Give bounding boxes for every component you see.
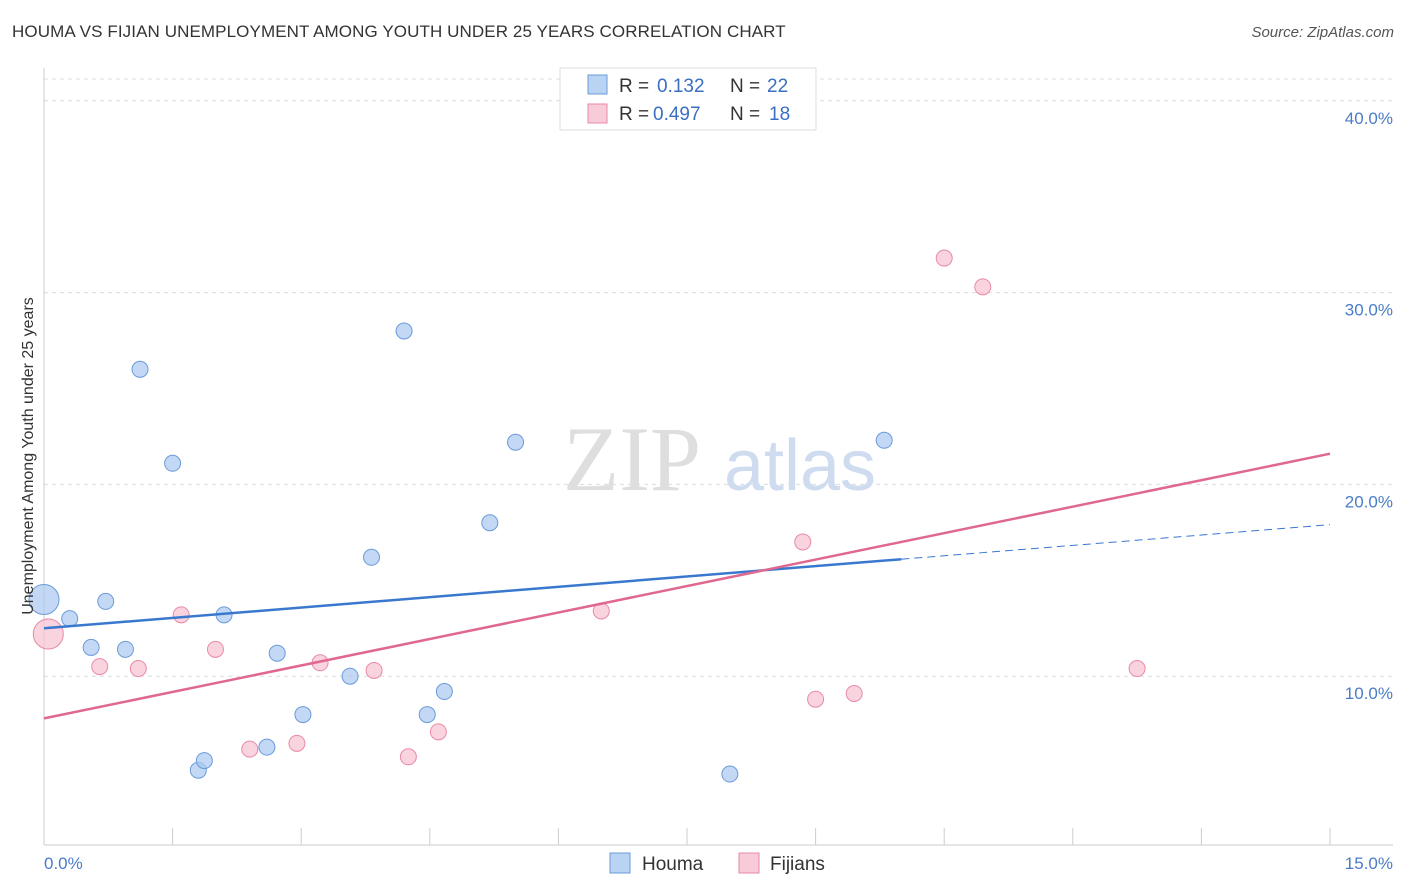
houma-point xyxy=(61,610,79,628)
legend-r-label-fijians: R = xyxy=(619,104,649,125)
fijians-point xyxy=(91,658,109,676)
fijians-point xyxy=(365,661,383,679)
houma-trend-extension xyxy=(901,524,1331,560)
fijians-point xyxy=(32,618,64,650)
axes xyxy=(43,68,1393,846)
watermark: ZIP atlas xyxy=(563,408,876,510)
fijians-point xyxy=(807,690,825,708)
fijians-point xyxy=(935,249,953,267)
fijians-point xyxy=(974,278,992,296)
bottom-legend-fijians: Fijians xyxy=(770,854,825,875)
tick-labels: 10.0% 20.0% 30.0% 40.0% 0.0% 15.0% xyxy=(44,109,1393,873)
houma-point xyxy=(507,433,525,451)
legend-n-value-fijians: 18 xyxy=(769,104,790,125)
houma-point xyxy=(418,706,436,724)
source-label: Source: ZipAtlas.com xyxy=(1251,24,1394,41)
legend-r-value-fijians: 0.497 xyxy=(653,104,701,125)
legend-r-value-houma: 0.132 xyxy=(657,76,705,97)
fijians-point xyxy=(241,740,259,758)
top-legend: R = 0.132 N = 22 R = 0.497 N = 18 xyxy=(559,67,817,131)
houma-point xyxy=(164,454,182,472)
houma-point xyxy=(116,640,134,658)
fijians-point xyxy=(172,606,190,624)
houma-point xyxy=(97,592,115,610)
watermark-atlas: atlas xyxy=(724,426,876,506)
y-tick-label: 30.0% xyxy=(1345,301,1393,320)
houma-point xyxy=(875,431,893,449)
chart-title: HOUMA VS FIJIAN UNEMPLOYMENT AMONG YOUTH… xyxy=(12,22,786,41)
legend-n-value-houma: 22 xyxy=(767,76,788,97)
bottom-legend-swatch-fijians xyxy=(738,852,760,874)
houma-point xyxy=(341,667,359,685)
houma-point xyxy=(258,738,276,756)
bottom-legend-houma: Houma xyxy=(642,854,704,875)
grid-lines xyxy=(44,78,1393,677)
houma-point xyxy=(435,683,453,701)
bottom-legend-swatch-houma xyxy=(609,852,631,874)
watermark-zip: ZIP xyxy=(563,408,701,510)
fijians-point xyxy=(1128,660,1146,678)
trend-lines xyxy=(43,452,1331,720)
y-tick-label: 20.0% xyxy=(1345,492,1393,511)
fijians-point xyxy=(288,734,306,752)
houma-point xyxy=(363,548,381,566)
houma-point xyxy=(268,644,286,662)
houma-point xyxy=(481,514,499,532)
fijians-point xyxy=(399,748,417,766)
y-tick-label: 10.0% xyxy=(1345,684,1393,703)
fijians-point xyxy=(129,660,147,678)
legend-n-label-houma: N = xyxy=(730,76,760,97)
legend-swatch-fijians xyxy=(587,103,608,124)
fijians-point xyxy=(845,684,863,702)
x-tick-label-end: 15.0% xyxy=(1345,854,1393,873)
fijians-point xyxy=(429,723,447,741)
legend-n-label-fijians: N = xyxy=(730,104,760,125)
legend-r-label-houma: R = xyxy=(619,76,649,97)
fijians-point xyxy=(206,640,224,658)
houma-point xyxy=(294,706,312,724)
fijians-point xyxy=(794,533,812,551)
houma-point xyxy=(131,360,149,378)
x-tick-label-start: 0.0% xyxy=(44,854,83,873)
y-axis-label: Unemployment Among Youth under 25 years xyxy=(20,297,37,615)
data-points xyxy=(28,249,1146,783)
fijians-trend-line xyxy=(43,452,1331,720)
houma-point xyxy=(82,638,100,656)
houma-point xyxy=(195,752,213,770)
bottom-legend: Houma Fijians xyxy=(609,852,825,875)
houma-point xyxy=(721,765,739,783)
houma-point xyxy=(28,583,60,615)
houma-point xyxy=(395,322,413,340)
y-tick-label: 40.0% xyxy=(1345,109,1393,128)
legend-swatch-houma xyxy=(587,74,608,95)
